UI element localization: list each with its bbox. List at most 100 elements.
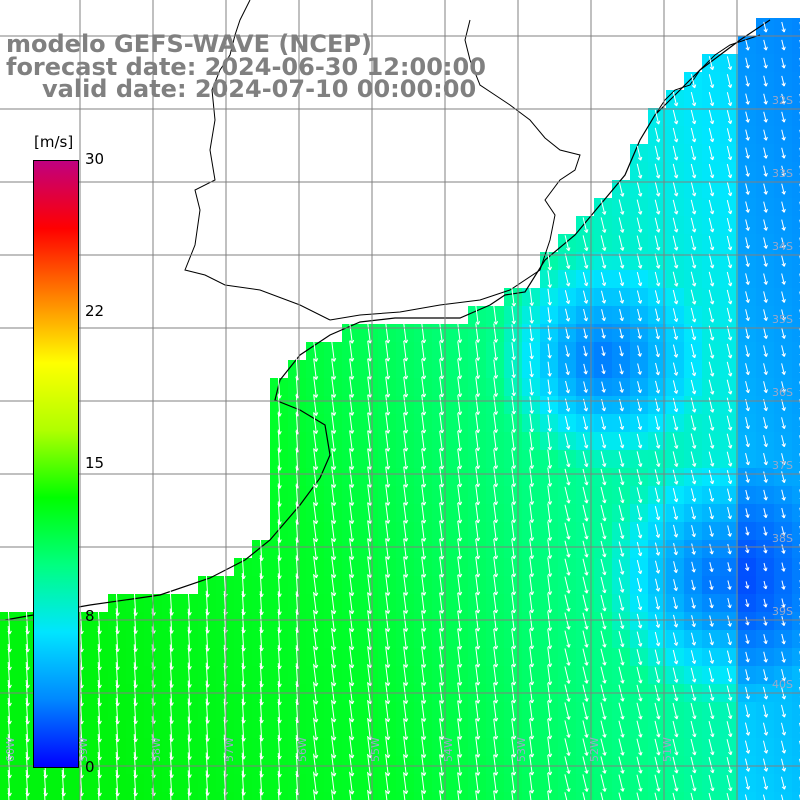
wind-arrow xyxy=(475,395,481,416)
wind-arrow xyxy=(708,110,715,125)
wind-arrow xyxy=(529,539,535,559)
wind-arrow xyxy=(385,466,391,488)
wind-arrow xyxy=(313,484,319,507)
wind-arrow xyxy=(636,523,643,539)
wind-arrow xyxy=(349,628,355,651)
wind-arrow xyxy=(745,563,750,571)
wind-arrow xyxy=(529,736,535,758)
wind-arrow xyxy=(457,772,463,794)
wind-arrow xyxy=(690,379,697,395)
wind-arrow xyxy=(439,736,445,758)
wind-arrow xyxy=(547,397,552,414)
wind-arrow xyxy=(690,667,697,683)
wind-arrow xyxy=(636,505,643,521)
wind-arrow xyxy=(600,648,607,666)
wind-arrow xyxy=(475,628,481,650)
wind-arrow xyxy=(636,560,643,575)
wind-arrow xyxy=(672,398,679,413)
wind-arrow xyxy=(349,717,355,741)
wind-arrow xyxy=(151,788,154,800)
wind-arrow xyxy=(672,308,679,323)
wind-arrow xyxy=(457,592,463,614)
wind-arrow xyxy=(564,612,571,630)
wind-arrow xyxy=(708,181,715,197)
wind-arrow xyxy=(457,484,463,506)
wind-arrow xyxy=(547,611,553,632)
wind-arrow xyxy=(781,453,786,466)
wind-arrow xyxy=(744,794,748,800)
wind-cell xyxy=(720,792,739,800)
wind-arrow xyxy=(439,359,445,380)
wind-arrow xyxy=(421,790,424,800)
wind-arrow xyxy=(385,789,388,800)
wind-arrow xyxy=(690,702,697,720)
wind-arrow xyxy=(600,738,607,756)
wind-cell xyxy=(792,126,800,145)
wind-arrow xyxy=(457,323,463,343)
wind-arrow xyxy=(762,776,769,790)
lon-label: 57W xyxy=(223,737,236,762)
wind-arrow xyxy=(672,487,679,503)
wind-arrow xyxy=(636,774,643,792)
wind-arrow xyxy=(529,665,535,686)
wind-arrow xyxy=(654,253,661,269)
wind-arrow xyxy=(691,543,696,555)
wind-arrow xyxy=(727,615,732,627)
wind-arrow xyxy=(511,790,514,800)
wind-arrow xyxy=(564,576,571,594)
wind-arrow xyxy=(582,720,589,738)
wind-arrow xyxy=(636,702,643,720)
wind-arrow xyxy=(672,738,679,756)
wind-arrow xyxy=(708,343,715,359)
wind-arrow xyxy=(457,628,463,650)
wind-arrow xyxy=(618,559,625,575)
wind-arrow xyxy=(582,558,589,576)
wind-arrow xyxy=(618,595,625,611)
wind-cell xyxy=(792,450,800,469)
wind-arrow xyxy=(493,359,499,379)
wind-arrow xyxy=(331,412,337,434)
wind-arrow xyxy=(672,632,679,646)
wind-arrow xyxy=(529,754,535,776)
wind-cell xyxy=(792,756,800,775)
wind-arrow xyxy=(349,646,355,669)
wind-arrow xyxy=(654,702,661,720)
wind-cell xyxy=(792,324,800,343)
wind-arrow xyxy=(511,467,517,487)
wind-arrow xyxy=(655,362,660,376)
wind-cell xyxy=(792,180,800,199)
wind-arrow xyxy=(349,376,355,398)
wind-arrow xyxy=(421,718,427,740)
wind-arrow xyxy=(457,341,463,362)
wind-arrow xyxy=(781,147,786,159)
wind-arrow xyxy=(763,580,768,590)
wind-arrow xyxy=(547,361,552,377)
longitude-labels: 60W 59W 58W 57W 56W 55W 54W 53W 52W 51W xyxy=(4,737,674,762)
wind-arrow xyxy=(672,163,679,179)
wind-arrow xyxy=(349,663,355,687)
wind-cell xyxy=(504,792,523,800)
wind-arrow xyxy=(565,380,570,394)
wind-arrow xyxy=(781,201,786,213)
wind-arrow xyxy=(367,376,373,398)
wind-arrow xyxy=(708,217,715,233)
wind-arrow xyxy=(781,345,786,357)
wind-arrow xyxy=(547,772,553,794)
wind-arrow xyxy=(564,253,571,269)
wind-arrow xyxy=(744,722,751,736)
wind-arrow xyxy=(475,772,481,794)
wind-arrow xyxy=(403,376,409,398)
lat-label: 40S xyxy=(772,678,793,691)
wind-arrow xyxy=(457,449,463,470)
wind-arrow xyxy=(529,431,535,451)
wind-arrow xyxy=(781,526,786,537)
wind-cell xyxy=(792,198,800,217)
wind-arrow xyxy=(654,487,661,503)
wind-arrow xyxy=(654,649,661,665)
wind-arrow xyxy=(726,110,733,125)
wind-arrow xyxy=(600,612,607,630)
wind-arrow xyxy=(313,699,319,723)
wind-arrow xyxy=(529,647,535,668)
wind-arrow xyxy=(780,794,784,800)
